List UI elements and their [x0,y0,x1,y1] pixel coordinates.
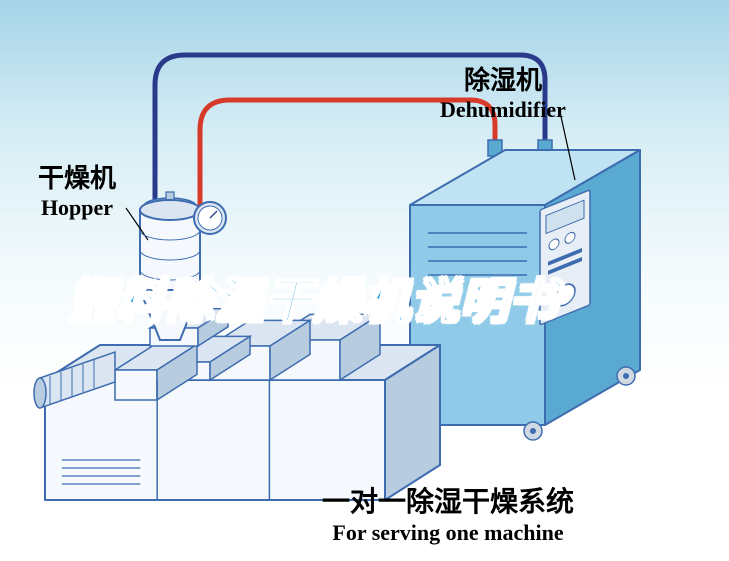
system-label-en: For serving one machine [322,520,574,546]
dehumidifier-label-cn: 除湿机 [440,60,566,97]
hopper-label: 干燥机 Hopper [38,158,116,221]
hopper-label-en: Hopper [38,195,116,221]
system-label-cn: 一对一除湿干燥系统 [322,480,574,520]
hopper-label-cn: 干燥机 [38,158,116,195]
extruder-machine [34,309,440,500]
hopper-body-rim [140,200,200,220]
dehumidifier-label-en: Dehumidifier [440,97,566,123]
overlay-title: 塑料除湿干燥机说明书 [68,262,558,332]
dehumidifier-label: 除湿机 Dehumidifier [440,60,566,123]
system-label: 一对一除湿干燥系统 For serving one machine [322,480,574,546]
